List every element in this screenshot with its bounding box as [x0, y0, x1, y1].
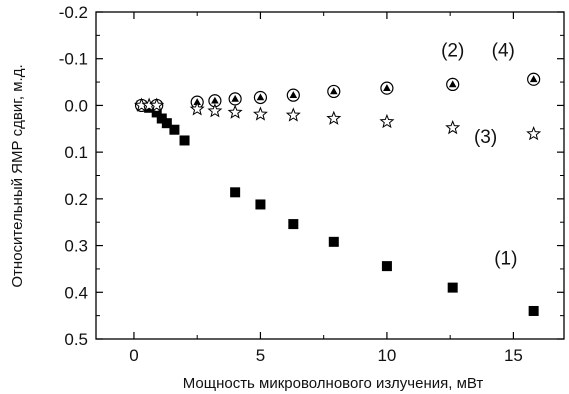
circle-triangle-point-inner: [448, 80, 457, 88]
circle-triangle-point-inner: [383, 84, 391, 91]
x-tick-label: 10: [377, 346, 396, 365]
square-point: [161, 118, 172, 129]
star-point: [285, 107, 301, 122]
y-tick-label: 0.0: [64, 96, 88, 115]
y-axis-label: Относительный ЯМР сдвиг, м.д.: [9, 64, 26, 287]
square-point: [255, 199, 266, 210]
square-point: [528, 305, 539, 316]
star-point: [526, 126, 542, 141]
star-point: [227, 104, 243, 119]
star-point: [326, 110, 342, 125]
y-tick-label: 0.1: [64, 143, 88, 162]
star-point: [207, 103, 223, 118]
square-point: [179, 135, 190, 146]
square-point: [381, 261, 392, 272]
y-tick-label: 0.5: [64, 330, 88, 349]
circle-triangle-point-inner: [329, 87, 338, 95]
square-point: [156, 113, 167, 124]
series-annotation: (4): [492, 40, 515, 61]
circle-triangle-point-inner: [211, 96, 219, 104]
circle-triangle-point-inner: [289, 91, 298, 98]
y-tick-label: -0.2: [59, 3, 88, 22]
square-point: [230, 187, 241, 198]
series-annotation: (1): [494, 248, 517, 269]
y-tick-label: 0.3: [64, 237, 88, 256]
square-point: [447, 282, 458, 293]
circle-triangle-point-inner: [231, 94, 239, 102]
circle-triangle-point-inner: [256, 93, 265, 101]
star-point: [379, 113, 395, 129]
x-tick-label: 15: [504, 346, 523, 365]
y-tick-label: 0.2: [64, 190, 88, 209]
square-point: [151, 107, 162, 118]
x-axis-label: Мощность микроволнового излучения, мВт: [183, 375, 484, 392]
x-tick-label: 0: [129, 346, 138, 365]
star-point: [445, 119, 461, 135]
annotations: (1) (2) (4) (3): [441, 40, 517, 269]
star-point: [149, 97, 165, 112]
x-tick-label: 5: [256, 346, 265, 365]
axes: 0 5 10 15 -0.2 -0.1 0.0 0.1 0.2 0.3 0.4 0.5: [59, 3, 564, 365]
y-tick-label: 0.4: [64, 283, 88, 302]
square-point: [328, 236, 339, 247]
series-annotation: (3): [474, 127, 497, 148]
star-point: [252, 106, 268, 121]
y-tick-label: -0.1: [59, 50, 88, 69]
circle-triangle-point-inner: [529, 75, 538, 83]
data-marks: [134, 72, 542, 316]
square-point: [169, 124, 180, 135]
square-point: [288, 219, 299, 230]
star-point: [189, 101, 205, 116]
series-annotation: (2): [441, 40, 464, 61]
